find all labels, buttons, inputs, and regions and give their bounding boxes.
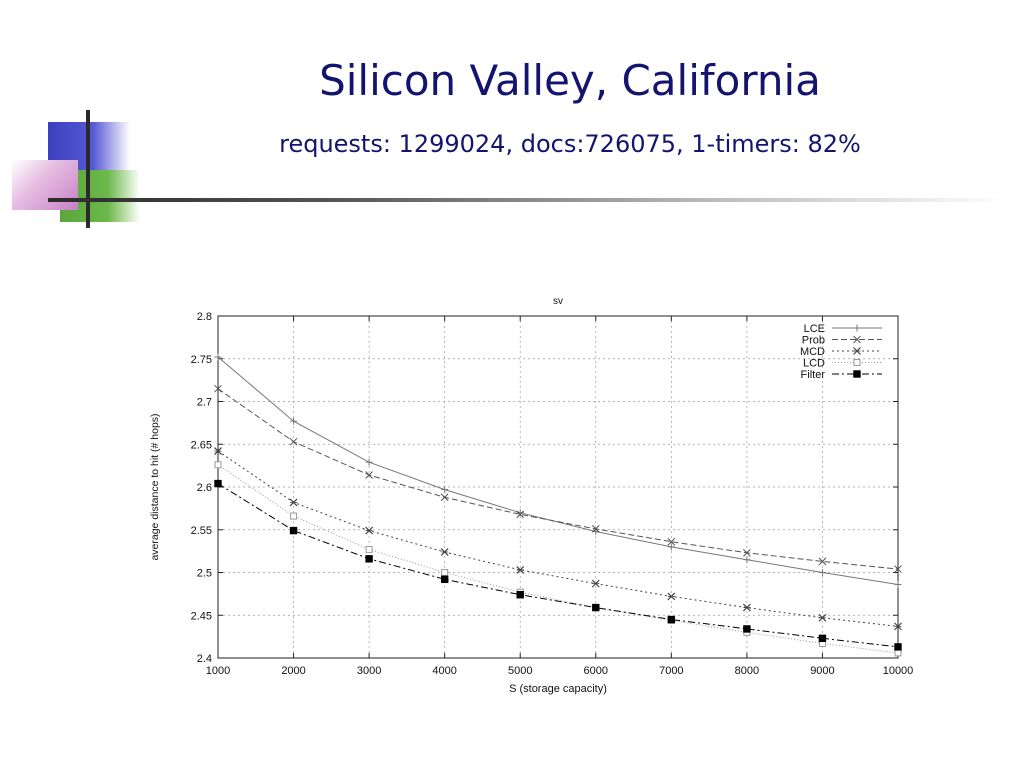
- chart-svg: 1000 2000 3000 4000 5000 6000 7000 8000 9000 1000…: [149, 296, 914, 695]
- data-point: [591, 525, 600, 533]
- data-point: [894, 649, 902, 657]
- data-point: [667, 537, 676, 546]
- legend-label: Filter: [801, 369, 826, 381]
- series-line: [217, 464, 899, 654]
- legend-label: MCD: [800, 346, 825, 358]
- x-tick-label: 4000: [432, 665, 456, 677]
- x-tick-label: 8000: [735, 665, 759, 677]
- data-point: [667, 592, 676, 601]
- data-point: [440, 575, 449, 584]
- series-filter: [214, 479, 902, 651]
- data-point: [214, 447, 222, 456]
- y-tick-label: 2.45: [191, 610, 212, 622]
- grid: [218, 316, 898, 658]
- data-point: [365, 526, 374, 535]
- data-point: [365, 545, 373, 553]
- data-point: [894, 643, 902, 651]
- x-axis-label: S (storage capacity): [509, 683, 607, 695]
- data-point: [742, 603, 751, 612]
- data-point: [894, 565, 902, 573]
- slide-subtitle: requests: 1299024, docs:726075, 1-timers…: [279, 130, 861, 158]
- data-point: [667, 543, 675, 551]
- y-tick-label: 2.8: [197, 311, 212, 323]
- data-point: [214, 353, 222, 361]
- legend-label: LCD: [803, 358, 825, 370]
- data-point: [289, 526, 298, 535]
- data-point: [818, 569, 826, 576]
- legend-marker: [853, 370, 861, 378]
- data-point: [591, 579, 600, 588]
- x-tick-label: 5000: [508, 665, 532, 677]
- data-point: [667, 615, 676, 624]
- y-tick-label: 2.55: [191, 525, 212, 537]
- x-tick-label: 3000: [357, 665, 381, 677]
- axes: 1000 2000 3000 4000 5000 6000 7000 8000 9000 1000…: [191, 311, 914, 677]
- data-point: [365, 471, 373, 479]
- legend-marker: [853, 347, 861, 355]
- data-point: [894, 580, 902, 588]
- decor-vertical-rule: [86, 110, 90, 228]
- series-line: [217, 450, 899, 627]
- y-tick-label: 2.65: [191, 439, 212, 451]
- legend-marker: [853, 359, 861, 366]
- y-tick-label: 2.7: [197, 397, 212, 409]
- y-tick-label: 2.4: [197, 653, 212, 665]
- data-point: [818, 557, 827, 566]
- data-point: [894, 622, 902, 631]
- data-point: [818, 634, 827, 643]
- series-prob: [214, 384, 902, 573]
- data-point: [818, 613, 827, 622]
- data-point: [289, 498, 298, 507]
- data-point: [365, 555, 373, 563]
- data-point: [743, 556, 751, 564]
- y-tick-label: 2.6: [197, 482, 212, 494]
- series: [214, 353, 902, 657]
- title-rule: [48, 198, 1008, 202]
- data-point: [289, 437, 298, 446]
- data-point: [592, 603, 600, 612]
- legend-label: Prob: [802, 335, 825, 347]
- data-point: [214, 461, 222, 469]
- legend-marker: [853, 324, 861, 332]
- data-point: [290, 417, 298, 425]
- data-point: [441, 569, 449, 576]
- data-point: [743, 625, 751, 633]
- data-point: [214, 384, 222, 393]
- y-tick-label: 2.5: [197, 568, 212, 580]
- series-mcd: [214, 447, 902, 631]
- data-point: [214, 479, 222, 488]
- legend-label: LCE: [804, 323, 825, 335]
- data-point: [516, 591, 524, 599]
- data-point: [743, 548, 751, 557]
- data-point: [290, 512, 298, 520]
- x-tick-label: 6000: [584, 665, 608, 677]
- y-tick-label: 2.75: [191, 354, 212, 366]
- x-tick-label: 1000: [206, 665, 230, 677]
- x-tick-label: 10000: [883, 665, 914, 677]
- x-tick-label: 9000: [810, 665, 834, 677]
- legend-marker: [853, 335, 861, 344]
- data-point: [516, 510, 525, 519]
- data-point: [441, 486, 449, 494]
- data-point: [516, 566, 525, 574]
- data-point: [365, 458, 373, 466]
- chart-title: sv: [553, 296, 563, 307]
- x-tick-label: 7000: [659, 665, 683, 677]
- series-line: [217, 388, 899, 570]
- data-point: [440, 548, 449, 556]
- y-axis-label: average distance to hit (# hops): [149, 413, 161, 560]
- decor-purple-square: [12, 160, 78, 210]
- series-line: [217, 483, 899, 648]
- x-tick-label: 2000: [281, 665, 305, 677]
- data-point: [440, 493, 449, 502]
- slide-title: Silicon Valley, California: [319, 56, 821, 105]
- chart: 1000 2000 3000 4000 5000 6000 7000 8000 9000 1000…: [140, 290, 920, 710]
